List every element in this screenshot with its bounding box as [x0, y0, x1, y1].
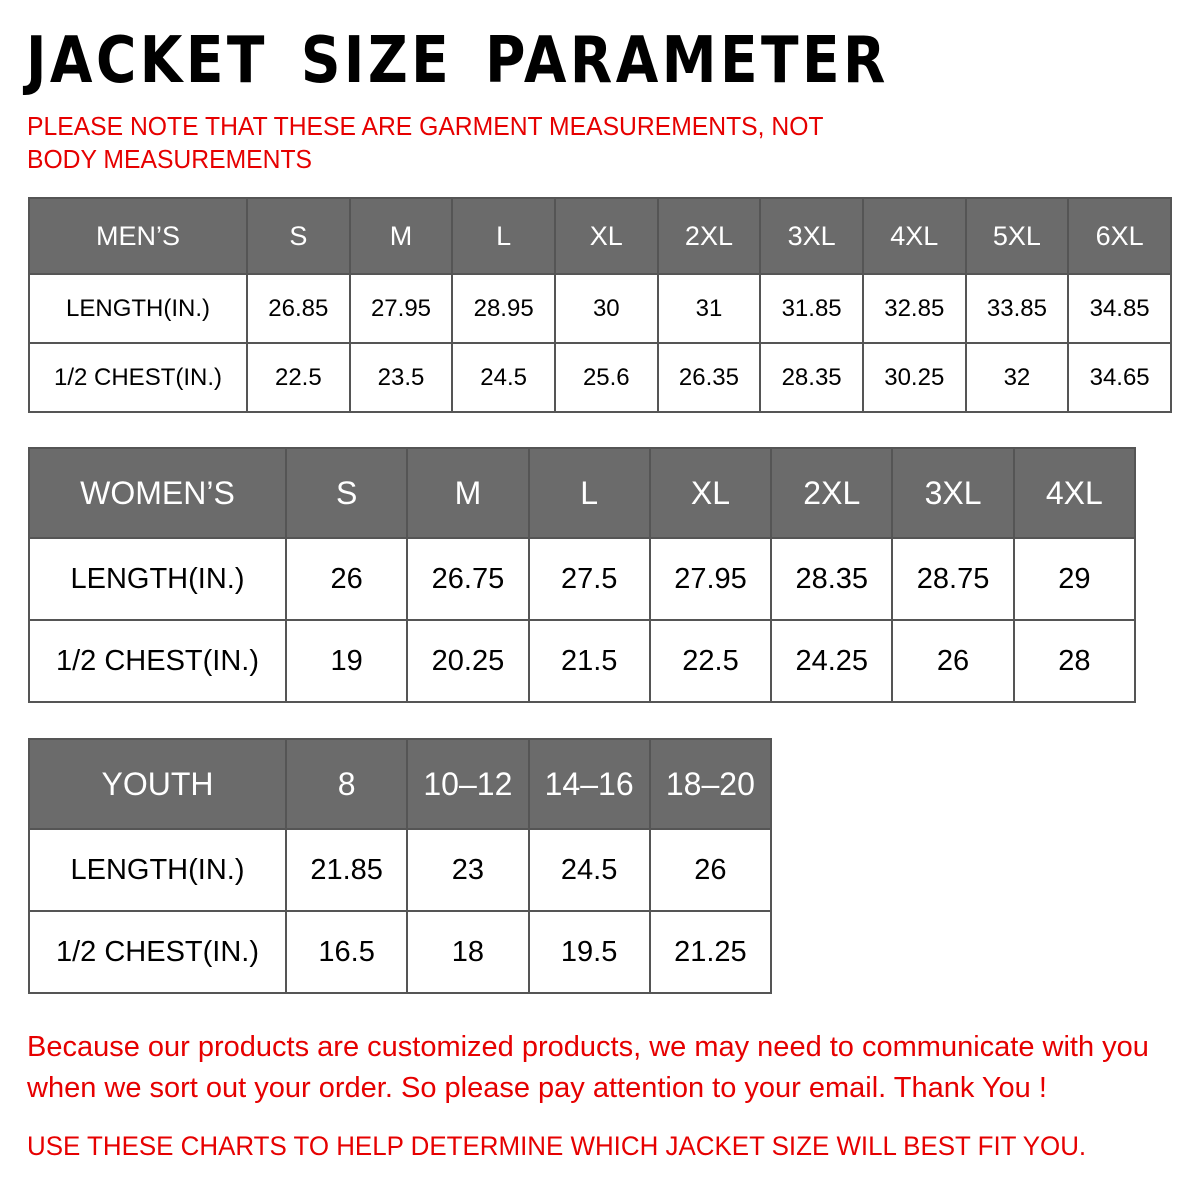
size-header: L [527, 447, 651, 539]
size-header: XL [648, 447, 773, 539]
measurement-cell: 23 [406, 828, 530, 912]
size-header: M [406, 447, 530, 539]
size-header: M [348, 197, 454, 275]
size-header: 8 [284, 738, 409, 830]
measurement-cell: 32 [964, 342, 1070, 413]
page-title: JACKET SIZE PARAMETER [26, 24, 889, 98]
row-label: LENGTH(IN.) [28, 273, 248, 344]
womens-size-table: WOMEN’S S M L XL 2XL 3XL 4XL LENGTH(IN.) 26 26.75 2… [28, 447, 1137, 703]
measurement-cell: 31 [656, 273, 762, 344]
table-row: LENGTH(IN.) 26 26.75 27.5 27.95 28.35 28.75 29 [28, 537, 1137, 621]
size-header: 5XL [964, 197, 1070, 275]
header-row: WOMEN’S S M L XL 2XL 3XL 4XL [28, 447, 1137, 539]
size-header: 3XL [759, 197, 864, 275]
header-row: MEN’S S M L XL 2XL 3XL 4XL 5XL 6XL [28, 197, 1172, 275]
measurement-cell: 28.35 [770, 537, 894, 621]
measurement-cell: 22.5 [648, 619, 773, 703]
header-row: YOUTH 8 10–12 14–16 18–20 [28, 738, 773, 830]
measurement-cell: 30 [553, 273, 659, 344]
size-header: 14–16 [527, 738, 651, 830]
measurement-cell: 26 [891, 619, 1015, 703]
measurement-cell: 29 [1012, 537, 1137, 621]
row-label: LENGTH(IN.) [28, 537, 287, 621]
size-header: 6XL [1067, 197, 1172, 275]
size-header: 2XL [656, 197, 762, 275]
measurement-cell: 27.95 [648, 537, 773, 621]
size-header: S [246, 197, 351, 275]
table-row: 1/2 CHEST(IN.) 19 20.25 21.5 22.5 24.25 26 28 [28, 619, 1137, 703]
measurement-cell: 24.5 [527, 828, 651, 912]
measurement-cell: 28.75 [891, 537, 1015, 621]
size-header: S [284, 447, 409, 539]
category-header: YOUTH [28, 738, 287, 830]
category-header: WOMEN’S [28, 447, 287, 539]
size-header: 2XL [770, 447, 894, 539]
measurement-cell: 27.5 [527, 537, 651, 621]
row-label: LENGTH(IN.) [28, 828, 287, 912]
youth-size-table: YOUTH 8 10–12 14–16 18–20 LENGTH(IN.) 21.85 23 2… [28, 738, 773, 994]
table-row: 1/2 CHEST(IN.) 22.5 23.5 24.5 25.6 26.35 28.35… [28, 342, 1172, 413]
row-label: 1/2 CHEST(IN.) [28, 910, 287, 994]
size-header: XL [553, 197, 659, 275]
size-help-note: USE THESE CHARTS TO HELP DETERMINE WHICH… [27, 1131, 1087, 1161]
measurement-cell: 30.25 [861, 342, 967, 413]
size-header: 4XL [1012, 447, 1137, 539]
category-header: MEN’S [28, 197, 248, 275]
measurement-cell: 22.5 [246, 342, 351, 413]
measurement-cell: 26 [284, 537, 409, 621]
measurement-cell: 28 [1012, 619, 1137, 703]
measurement-cell: 23.5 [348, 342, 454, 413]
measurement-cell: 32.85 [861, 273, 967, 344]
measurement-cell: 26.75 [406, 537, 530, 621]
measurement-cell: 18 [406, 910, 530, 994]
customization-notice: Because our products are customized prod… [27, 1031, 1149, 1104]
measurement-cell: 16.5 [284, 910, 409, 994]
measurement-cell: 24.25 [770, 619, 894, 703]
size-header: L [451, 197, 556, 275]
table-row: LENGTH(IN.) 21.85 23 24.5 26 [28, 828, 773, 912]
measurement-cell: 34.65 [1067, 342, 1172, 413]
row-label: 1/2 CHEST(IN.) [28, 619, 287, 703]
table-row: LENGTH(IN.) 26.85 27.95 28.95 30 31 31.85 32.85… [28, 273, 1172, 344]
measurement-cell: 28.95 [451, 273, 556, 344]
measurement-cell: 25.6 [553, 342, 659, 413]
measurement-cell: 21.25 [648, 910, 773, 994]
measurement-cell: 19.5 [527, 910, 651, 994]
measurement-cell: 21.85 [284, 828, 409, 912]
size-header: 4XL [861, 197, 967, 275]
measurement-cell: 31.85 [759, 273, 864, 344]
mens-size-table: MEN’S S M L XL 2XL 3XL 4XL 5XL 6XL LENGTH(IN.) 26.8… [28, 197, 1172, 413]
table-row: 1/2 CHEST(IN.) 16.5 18 19.5 21.25 [28, 910, 773, 994]
size-header: 3XL [891, 447, 1015, 539]
size-header: 18–20 [648, 738, 773, 830]
row-label: 1/2 CHEST(IN.) [28, 342, 248, 413]
measurement-cell: 19 [284, 619, 409, 703]
size-header: 10–12 [406, 738, 530, 830]
measurement-cell: 26 [648, 828, 773, 912]
measurement-cell: 33.85 [964, 273, 1070, 344]
measurement-cell: 24.5 [451, 342, 556, 413]
measurement-note: PLEASE NOTE THAT THESE ARE GARMENT MEASU… [27, 111, 824, 174]
measurement-cell: 26.85 [246, 273, 351, 344]
measurement-cell: 27.95 [348, 273, 454, 344]
measurement-cell: 34.85 [1067, 273, 1172, 344]
measurement-cell: 26.35 [656, 342, 762, 413]
measurement-cell: 28.35 [759, 342, 864, 413]
measurement-cell: 20.25 [406, 619, 530, 703]
measurement-cell: 21.5 [527, 619, 651, 703]
